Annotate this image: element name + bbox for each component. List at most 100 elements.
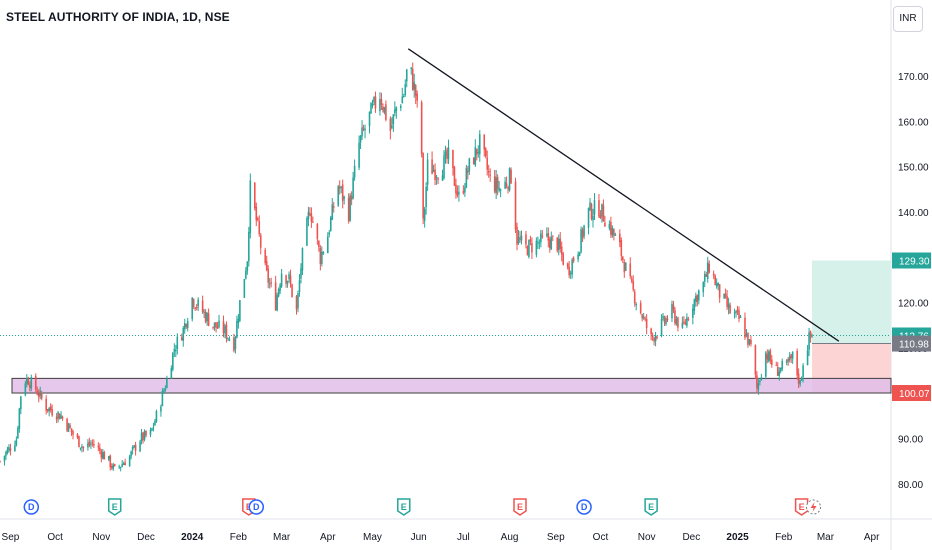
candle-body	[100, 451, 103, 458]
price-label-box	[892, 252, 931, 269]
candle-body	[666, 318, 669, 321]
candle-body	[306, 218, 308, 246]
candle-body	[441, 175, 444, 181]
candle-body	[529, 239, 532, 242]
candle-body	[72, 431, 74, 435]
candle-body	[227, 338, 229, 340]
candle-body	[34, 375, 37, 390]
candle-body	[519, 238, 521, 240]
candle-body	[757, 383, 760, 390]
candle-body	[796, 350, 798, 376]
candle-body	[495, 177, 497, 193]
candle-body	[380, 98, 383, 106]
candle-body	[416, 93, 418, 101]
x-tick-label: Dec	[682, 532, 700, 543]
y-tick-label: 150.00	[898, 163, 929, 174]
candle-body	[750, 339, 752, 345]
candle-body	[331, 204, 334, 220]
candle-body	[517, 236, 520, 244]
candle-body	[151, 428, 153, 431]
lightning-icon	[810, 502, 817, 512]
candle-body	[204, 311, 207, 322]
candle-body	[787, 358, 789, 362]
price-label-box	[892, 335, 931, 352]
split-marker-icon	[397, 498, 411, 516]
candle-body	[473, 157, 475, 165]
candle-body	[458, 192, 460, 195]
candle-body	[215, 322, 217, 328]
candle-body	[738, 310, 740, 319]
candle-body	[133, 445, 135, 448]
candle-body	[739, 316, 742, 319]
x-tick-label: Sep	[2, 532, 20, 543]
candle-body	[222, 321, 225, 333]
candle-body	[765, 352, 767, 377]
candle-body	[255, 206, 258, 221]
event-marker-letter: E	[517, 502, 523, 512]
candle-body	[613, 228, 615, 236]
candle-body	[176, 336, 179, 349]
candle-body	[185, 324, 188, 327]
candle-body	[706, 262, 709, 280]
candle-body	[61, 417, 64, 419]
candle-body	[696, 295, 699, 303]
candle-body	[139, 441, 141, 452]
event-marker-letter: E	[112, 502, 118, 512]
candle-body	[170, 367, 173, 379]
event-marker-letter: D	[581, 502, 588, 512]
candle-body	[769, 350, 772, 361]
candle-body	[411, 68, 414, 90]
candle-body	[467, 170, 469, 173]
candle-body	[413, 82, 416, 90]
candle-body	[337, 186, 340, 206]
candle-body	[510, 169, 512, 184]
candle-body	[598, 200, 600, 217]
candle-body	[395, 107, 398, 112]
candle-body	[347, 197, 350, 222]
candle-body	[535, 240, 538, 255]
candle-body	[140, 432, 143, 442]
candle-body	[51, 409, 53, 416]
candle-body	[703, 274, 706, 282]
candle-body	[611, 227, 614, 236]
candle-body	[301, 248, 304, 271]
candle-body	[486, 157, 489, 170]
candle-body	[629, 263, 632, 277]
candle-body	[599, 215, 602, 219]
candle-body	[630, 278, 633, 282]
candle-body	[583, 225, 585, 237]
candle-body	[161, 391, 164, 407]
candle-body	[258, 221, 261, 235]
candle-body	[291, 284, 293, 297]
candle-body	[799, 380, 801, 385]
candle-body	[364, 128, 366, 131]
candle-body	[358, 142, 360, 168]
candle-body	[391, 125, 393, 129]
candle-body	[697, 290, 700, 301]
candle-body	[224, 326, 226, 334]
candle-body	[635, 303, 638, 305]
currency-button[interactable]: INR	[893, 6, 923, 32]
candle-body	[207, 313, 210, 326]
candle-body	[243, 278, 246, 298]
candle-body	[811, 335, 813, 337]
candle-body	[785, 360, 788, 363]
split-marker-icon	[107, 498, 122, 516]
candle-body	[779, 367, 782, 372]
candle-body	[580, 229, 582, 252]
candle-body	[26, 378, 28, 384]
candle-body	[121, 464, 123, 467]
candle-body	[587, 207, 590, 228]
split-marker-icon	[644, 498, 658, 516]
candle-body	[297, 293, 299, 308]
candle-body	[259, 235, 262, 248]
earnings-marker-icon	[794, 498, 809, 516]
candle-body	[285, 275, 287, 284]
candle-body	[362, 128, 365, 130]
candle-body	[541, 235, 544, 237]
candle-body	[36, 390, 39, 395]
candle-body	[781, 360, 784, 369]
x-tick-label: Feb	[230, 532, 248, 543]
candle-body	[809, 331, 812, 338]
